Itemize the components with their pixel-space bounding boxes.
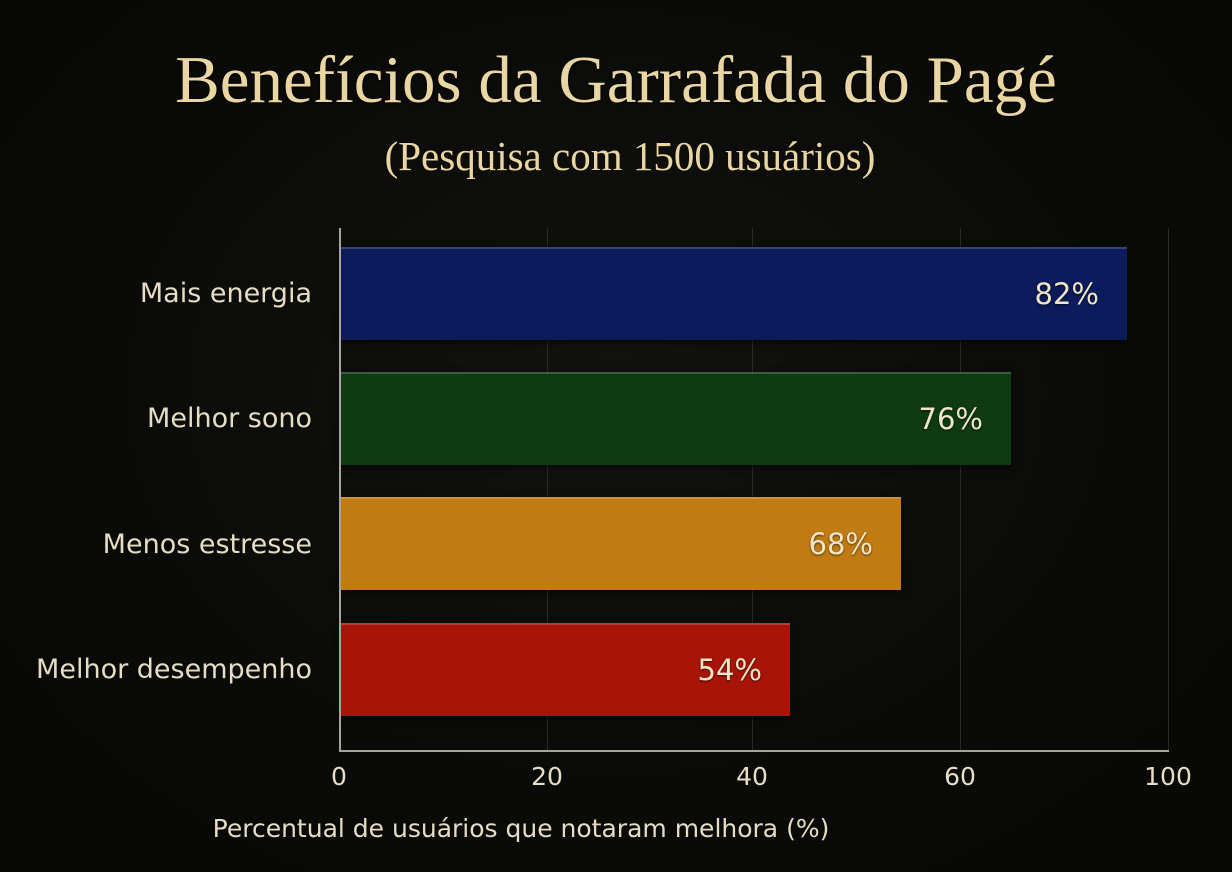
category-label-melhor-sono: Melhor sono bbox=[147, 403, 312, 434]
category-label-mais-energia: Mais energia bbox=[139, 278, 312, 309]
x-axis-line bbox=[339, 750, 1169, 752]
bar-value-label: 82% bbox=[1034, 277, 1099, 311]
gridline-40 bbox=[752, 228, 753, 751]
x-tick-label: 40 bbox=[736, 762, 768, 791]
x-tick-label: 0 bbox=[331, 762, 347, 791]
gridline-20 bbox=[547, 228, 548, 751]
category-label-menos-estresse: Menos estresse bbox=[102, 529, 312, 560]
chart-subtitle: (Pesquisa com 1500 usuários) bbox=[384, 133, 876, 179]
bar-melhor-sono: 76% bbox=[341, 372, 1011, 465]
bar-value-label: 68% bbox=[808, 527, 873, 561]
bar-value-label: 54% bbox=[697, 653, 762, 687]
chart-title: Benefícios da Garrafada do Pagé bbox=[175, 43, 1057, 117]
gridline-60 bbox=[960, 228, 961, 751]
bar-value-label: 76% bbox=[918, 402, 983, 436]
bar-mais-energia: 82% bbox=[341, 247, 1127, 340]
x-tick-label: 20 bbox=[531, 762, 563, 791]
gridline-100 bbox=[1168, 228, 1169, 751]
bar-menos-estresse: 68% bbox=[341, 497, 901, 590]
y-axis-line bbox=[339, 228, 341, 752]
x-axis-label: Percentual de usuários que notaram melho… bbox=[212, 814, 830, 843]
x-tick-label: 60 bbox=[944, 762, 976, 791]
bar-melhor-desempenho: 54% bbox=[341, 623, 790, 716]
plot-area: 82% 76% 68% 54% bbox=[339, 228, 1169, 752]
x-tick-label: 100 bbox=[1144, 762, 1192, 791]
category-label-melhor-desempenho: Melhor desempenho bbox=[36, 654, 312, 685]
